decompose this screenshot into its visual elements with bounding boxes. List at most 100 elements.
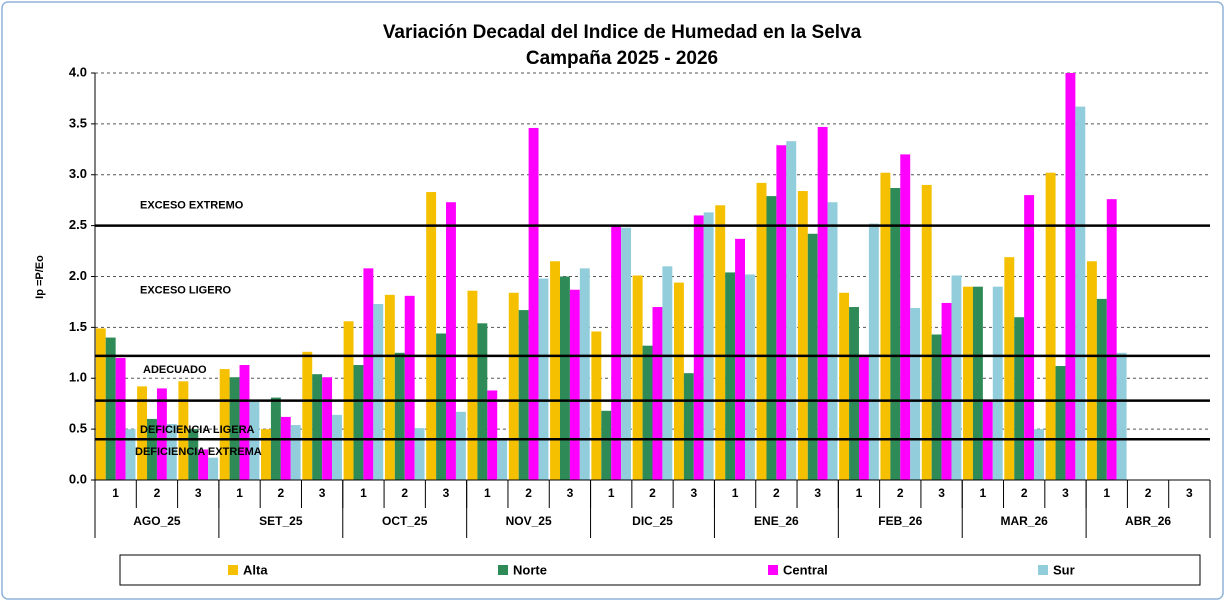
bar: [467, 290, 478, 480]
bar: [353, 365, 364, 480]
y-tick-label: 2.5: [69, 217, 87, 232]
bar: [1024, 195, 1035, 480]
bar: [880, 172, 891, 480]
x-tick-label: 1: [1103, 486, 1110, 500]
group-label: ENE_26: [754, 514, 799, 528]
y-tick-label: 1.5: [69, 319, 87, 334]
bar: [858, 355, 869, 480]
bar: [817, 126, 828, 481]
bar: [261, 429, 271, 480]
y-tick-label: 3.0: [69, 166, 87, 181]
bar: [652, 307, 663, 480]
bar: [827, 202, 838, 480]
bar: [363, 268, 374, 480]
bar: [188, 429, 199, 480]
x-tick-label: 2: [401, 486, 408, 500]
bar: [219, 369, 230, 480]
legend-swatch: [1038, 565, 1048, 575]
bar: [868, 223, 879, 480]
bar: [290, 425, 301, 480]
bar: [745, 274, 755, 480]
bar: [550, 261, 560, 480]
bar: [487, 390, 498, 480]
group-label: AGO_25: [133, 514, 181, 528]
x-tick-label: 2: [277, 486, 284, 500]
x-tick-label: 3: [690, 486, 697, 500]
x-tick-label: 1: [360, 486, 367, 500]
x-tick-label: 2: [897, 486, 904, 500]
bar: [725, 272, 736, 480]
x-tick-label: 1: [856, 486, 863, 500]
bar: [611, 225, 622, 480]
bar: [839, 292, 850, 480]
bar: [797, 191, 808, 480]
bar: [538, 278, 549, 480]
bar: [178, 381, 189, 480]
bar: [528, 127, 539, 480]
bar: [1116, 352, 1127, 480]
bar: [683, 373, 694, 480]
bar: [1075, 106, 1086, 480]
bar: [673, 282, 684, 480]
bar: [1106, 199, 1117, 481]
bar: [1045, 172, 1056, 480]
x-tick-label: 1: [112, 486, 119, 500]
zone-label: EXCESO EXTREMO: [140, 200, 244, 212]
bar: [642, 345, 653, 480]
x-tick-label: 3: [567, 486, 574, 500]
bar: [559, 276, 570, 480]
y-tick-label: 0.5: [69, 421, 87, 436]
y-tick-label: 0.0: [69, 471, 87, 486]
group-label: DIC_25: [632, 514, 673, 528]
legend-swatch: [228, 565, 238, 575]
bar: [404, 295, 415, 480]
bar: [147, 418, 157, 480]
x-tick-label: 2: [1021, 486, 1028, 500]
legend-swatch: [498, 565, 508, 575]
x-tick-label: 1: [732, 486, 739, 500]
bar: [446, 202, 456, 480]
bar: [963, 286, 973, 480]
bar: [662, 266, 673, 480]
bar: [591, 331, 602, 480]
bar: [992, 286, 1003, 480]
bar: [766, 196, 777, 480]
bar: [125, 429, 136, 480]
bar: [208, 457, 219, 480]
y-tick-label: 2.0: [69, 268, 87, 283]
bar: [302, 351, 313, 480]
zone-label: ADECUADO: [143, 364, 207, 376]
bar: [105, 337, 116, 480]
bar: [951, 275, 962, 480]
bar: [508, 292, 519, 480]
bar: [115, 357, 126, 480]
zone-label: DEFICIENCIA EXTREMA: [135, 446, 262, 458]
bar: [621, 227, 632, 480]
group-label: OCT_25: [382, 514, 428, 528]
bar: [972, 286, 983, 480]
bar: [518, 310, 529, 480]
x-tick-label: 3: [1062, 486, 1069, 500]
bar: [703, 212, 714, 480]
x-tick-label: 1: [608, 486, 615, 500]
y-tick-label: 3.5: [69, 115, 87, 130]
bar: [1034, 429, 1044, 480]
bar: [436, 333, 447, 480]
bar: [910, 308, 921, 480]
x-tick-label: 3: [195, 486, 202, 500]
zone-label: EXCESO LIGERO: [140, 285, 232, 297]
x-tick-label: 1: [980, 486, 987, 500]
bar: [931, 334, 942, 480]
bar: [249, 401, 260, 480]
chart-subtitle: Campaña 2025 - 2026: [526, 48, 718, 69]
bar: [569, 289, 580, 480]
y-tick-label: 1.0: [69, 370, 87, 385]
bar: [1055, 366, 1066, 480]
bar: [601, 410, 612, 480]
group-label: NOV_25: [506, 514, 552, 528]
x-tick-label: 3: [1186, 486, 1193, 500]
bar: [198, 449, 209, 480]
x-tick-label: 1: [484, 486, 491, 500]
legend-swatch: [768, 565, 778, 575]
legend-label: Sur: [1053, 562, 1075, 577]
